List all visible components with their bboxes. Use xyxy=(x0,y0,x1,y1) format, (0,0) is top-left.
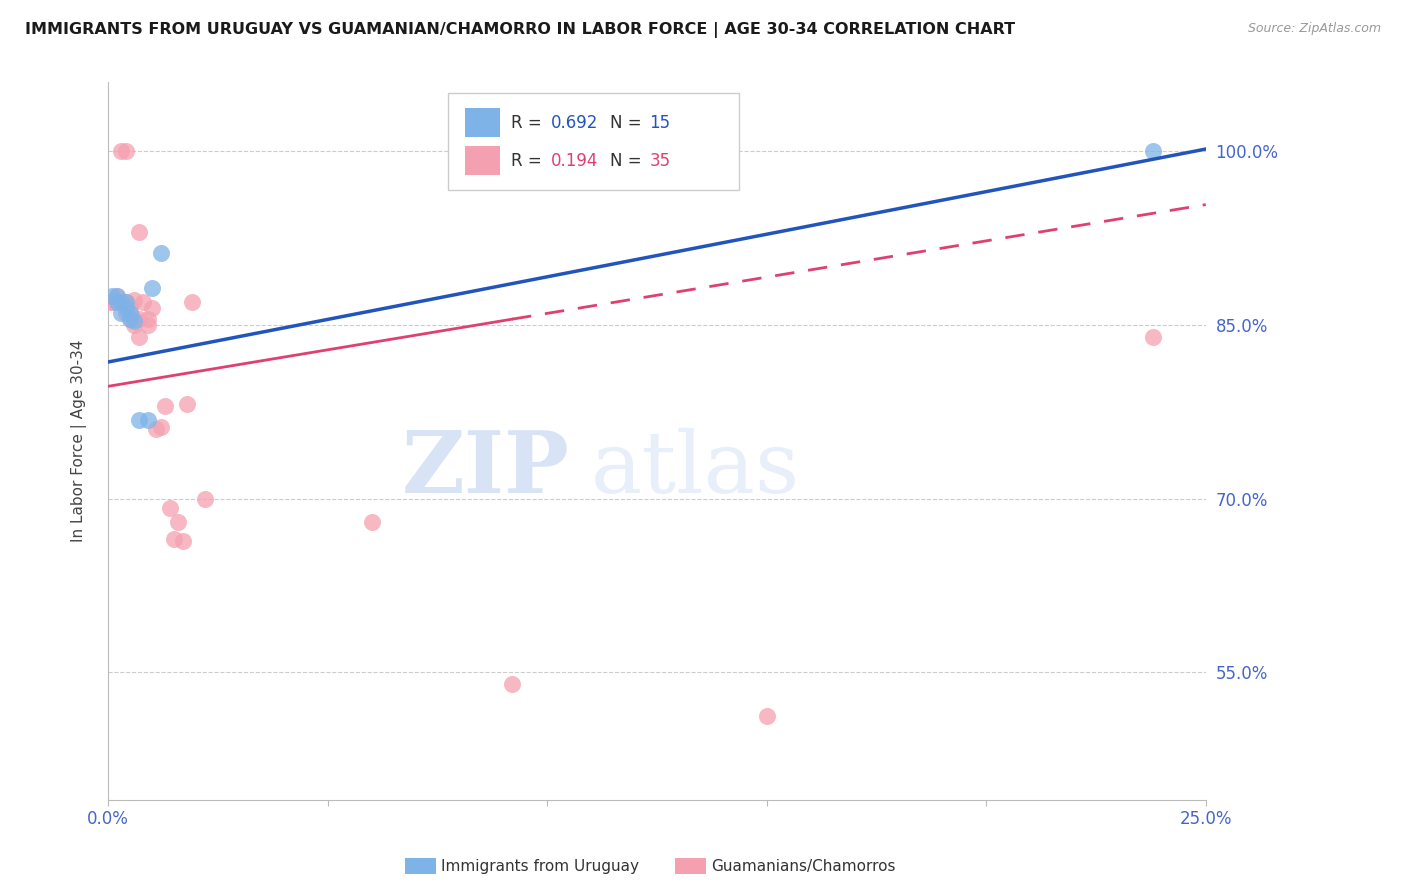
Point xyxy=(136,312,159,326)
Text: ZIP: ZIP xyxy=(401,427,569,511)
Point xyxy=(118,306,141,320)
Point xyxy=(110,294,132,309)
Point xyxy=(128,226,150,240)
Text: atlas: atlas xyxy=(591,428,800,511)
Point xyxy=(136,413,159,427)
Point xyxy=(132,294,155,309)
Point xyxy=(124,318,146,332)
Point xyxy=(110,294,132,309)
Y-axis label: In Labor Force | Age 30-34: In Labor Force | Age 30-34 xyxy=(72,340,87,542)
Text: Immigrants from Uruguay: Immigrants from Uruguay xyxy=(441,859,640,873)
Point xyxy=(145,422,167,436)
Point xyxy=(114,294,136,309)
Text: N =: N = xyxy=(610,152,647,169)
Point xyxy=(124,293,146,307)
Point xyxy=(118,312,141,326)
Text: 15: 15 xyxy=(650,114,671,132)
Point xyxy=(128,329,150,343)
Point xyxy=(141,301,163,315)
Text: Source: ZipAtlas.com: Source: ZipAtlas.com xyxy=(1247,22,1381,36)
Point xyxy=(141,281,163,295)
Point xyxy=(153,399,176,413)
Point xyxy=(114,145,136,159)
FancyBboxPatch shape xyxy=(465,109,501,137)
Text: IMMIGRANTS FROM URUGUAY VS GUAMANIAN/CHAMORRO IN LABOR FORCE | AGE 30-34 CORRELA: IMMIGRANTS FROM URUGUAY VS GUAMANIAN/CHA… xyxy=(25,22,1015,38)
Point xyxy=(110,306,132,320)
Point xyxy=(1142,145,1164,159)
Text: 0.692: 0.692 xyxy=(551,114,598,132)
Point xyxy=(172,534,194,549)
Text: R =: R = xyxy=(510,114,547,132)
Point xyxy=(124,312,146,326)
FancyBboxPatch shape xyxy=(449,93,740,189)
Point xyxy=(128,413,150,427)
Text: 0.194: 0.194 xyxy=(551,152,598,169)
Point xyxy=(159,500,181,515)
Point xyxy=(114,306,136,320)
Point xyxy=(110,145,132,159)
Point xyxy=(149,420,172,434)
Point xyxy=(118,312,141,326)
Point xyxy=(105,289,128,303)
Point xyxy=(101,294,124,309)
Point xyxy=(124,314,146,328)
Point xyxy=(105,294,128,309)
Point xyxy=(105,289,128,303)
Point xyxy=(167,515,190,529)
Point xyxy=(118,301,141,315)
Point xyxy=(101,294,124,309)
Text: Guamanians/Chamorros: Guamanians/Chamorros xyxy=(711,859,896,873)
Text: 35: 35 xyxy=(650,152,671,169)
Point xyxy=(149,246,172,260)
FancyBboxPatch shape xyxy=(465,146,501,175)
Point xyxy=(360,515,382,529)
Text: N =: N = xyxy=(610,114,647,132)
Point xyxy=(180,294,202,309)
Point xyxy=(176,397,198,411)
Text: R =: R = xyxy=(510,152,547,169)
Point xyxy=(1142,329,1164,343)
Point xyxy=(114,301,136,315)
Point xyxy=(136,318,159,332)
Point xyxy=(194,491,217,506)
Point xyxy=(755,709,778,723)
Point xyxy=(101,289,124,303)
Point xyxy=(128,312,150,326)
Point xyxy=(114,294,136,309)
Point xyxy=(163,532,186,546)
Point xyxy=(501,677,523,691)
Point xyxy=(110,294,132,309)
